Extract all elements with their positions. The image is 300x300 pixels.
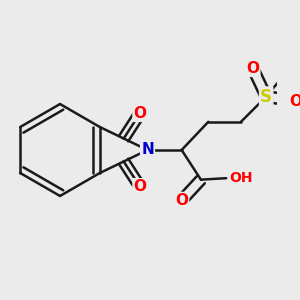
Text: O: O [134,179,146,194]
Text: O: O [246,61,259,76]
Text: S: S [260,88,272,106]
Text: O: O [134,106,146,121]
Text: O: O [289,94,300,109]
Text: OH: OH [229,171,253,185]
Text: N: N [141,142,154,158]
Text: O: O [175,193,188,208]
